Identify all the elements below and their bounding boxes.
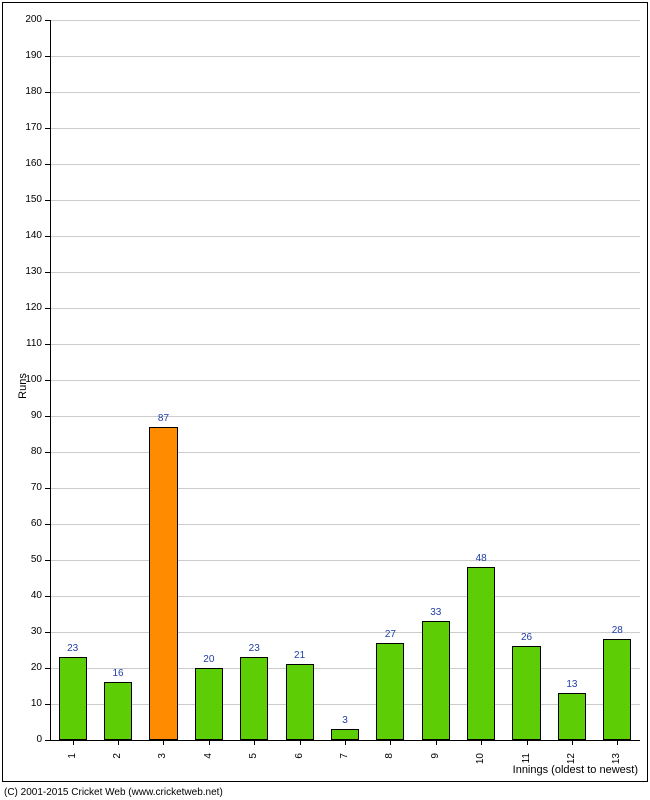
x-tick-label: 2 — [113, 753, 123, 773]
bar — [286, 664, 314, 740]
bar-value-label: 3 — [325, 716, 365, 726]
y-gridline — [50, 416, 640, 417]
bar — [512, 646, 540, 740]
x-tick — [254, 740, 255, 745]
y-gridline — [50, 632, 640, 633]
bar — [331, 729, 359, 740]
x-tick — [300, 740, 301, 745]
y-gridline — [50, 308, 640, 309]
y-tick-label: 200 — [12, 15, 42, 25]
x-tick — [209, 740, 210, 745]
y-tick-label: 90 — [12, 411, 42, 421]
bar — [104, 682, 132, 740]
y-tick-label: 120 — [12, 303, 42, 313]
bar — [195, 668, 223, 740]
x-tick — [527, 740, 528, 745]
y-tick-label: 40 — [12, 591, 42, 601]
x-tick-label: 13 — [612, 753, 622, 773]
y-tick-label: 0 — [12, 735, 42, 745]
y-gridline — [50, 668, 640, 669]
y-tick-label: 80 — [12, 447, 42, 457]
bar-value-label: 26 — [507, 633, 547, 643]
bar-value-label: 20 — [189, 655, 229, 665]
y-gridline — [50, 596, 640, 597]
y-tick-label: 70 — [12, 483, 42, 493]
x-tick-label: 11 — [522, 753, 532, 773]
y-gridline — [50, 272, 640, 273]
x-tick — [73, 740, 74, 745]
x-tick — [163, 740, 164, 745]
y-gridline — [50, 92, 640, 93]
y-tick-label: 100 — [12, 375, 42, 385]
x-tick-label: 5 — [249, 753, 259, 773]
x-tick-label: 6 — [295, 753, 305, 773]
y-tick-label: 150 — [12, 195, 42, 205]
x-tick-label: 7 — [340, 753, 350, 773]
x-tick-label: 4 — [204, 753, 214, 773]
y-tick-label: 180 — [12, 87, 42, 97]
y-gridline — [50, 488, 640, 489]
y-gridline — [50, 380, 640, 381]
bar-value-label: 23 — [53, 644, 93, 654]
x-tick — [572, 740, 573, 745]
x-tick-label: 8 — [385, 753, 395, 773]
y-gridline — [50, 236, 640, 237]
bar-value-label: 28 — [597, 626, 637, 636]
x-tick — [390, 740, 391, 745]
y-tick-label: 30 — [12, 627, 42, 637]
bar-value-label: 21 — [280, 651, 320, 661]
copyright-text: (C) 2001-2015 Cricket Web (www.cricketwe… — [4, 787, 223, 798]
bar — [376, 643, 404, 740]
bar — [240, 657, 268, 740]
y-tick-label: 110 — [12, 339, 42, 349]
bar-value-label: 87 — [143, 414, 183, 424]
bar-value-label: 23 — [234, 644, 274, 654]
y-tick-label: 160 — [12, 159, 42, 169]
y-tick-label: 60 — [12, 519, 42, 529]
y-gridline — [50, 56, 640, 57]
y-gridline — [50, 20, 640, 21]
bar-value-label: 33 — [416, 608, 456, 618]
bar — [59, 657, 87, 740]
y-gridline — [50, 704, 640, 705]
y-gridline — [50, 344, 640, 345]
bar — [558, 693, 586, 740]
x-tick — [345, 740, 346, 745]
x-tick-label: 9 — [431, 753, 441, 773]
y-gridline — [50, 524, 640, 525]
y-tick-label: 20 — [12, 663, 42, 673]
x-tick — [617, 740, 618, 745]
bar — [149, 427, 177, 740]
y-tick-label: 170 — [12, 123, 42, 133]
y-gridline — [50, 164, 640, 165]
y-tick-label: 10 — [12, 699, 42, 709]
y-axis-line — [50, 20, 51, 740]
x-tick — [436, 740, 437, 745]
chart-container: Runs Innings (oldest to newest) (C) 2001… — [0, 0, 650, 800]
x-tick-label: 12 — [567, 753, 577, 773]
bar-value-label: 13 — [552, 680, 592, 690]
bar-value-label: 48 — [461, 554, 501, 564]
y-tick-label: 130 — [12, 267, 42, 277]
x-tick-label: 10 — [476, 753, 486, 773]
x-tick — [481, 740, 482, 745]
bar — [603, 639, 631, 740]
bar — [467, 567, 495, 740]
x-tick-label: 3 — [158, 753, 168, 773]
y-tick-label: 50 — [12, 555, 42, 565]
y-tick-label: 140 — [12, 231, 42, 241]
y-gridline — [50, 452, 640, 453]
y-tick-label: 190 — [12, 51, 42, 61]
bar-value-label: 16 — [98, 669, 138, 679]
bar-value-label: 27 — [370, 630, 410, 640]
x-tick-label: 1 — [68, 753, 78, 773]
x-tick — [118, 740, 119, 745]
y-gridline — [50, 128, 640, 129]
y-gridline — [50, 200, 640, 201]
y-gridline — [50, 560, 640, 561]
bar — [422, 621, 450, 740]
